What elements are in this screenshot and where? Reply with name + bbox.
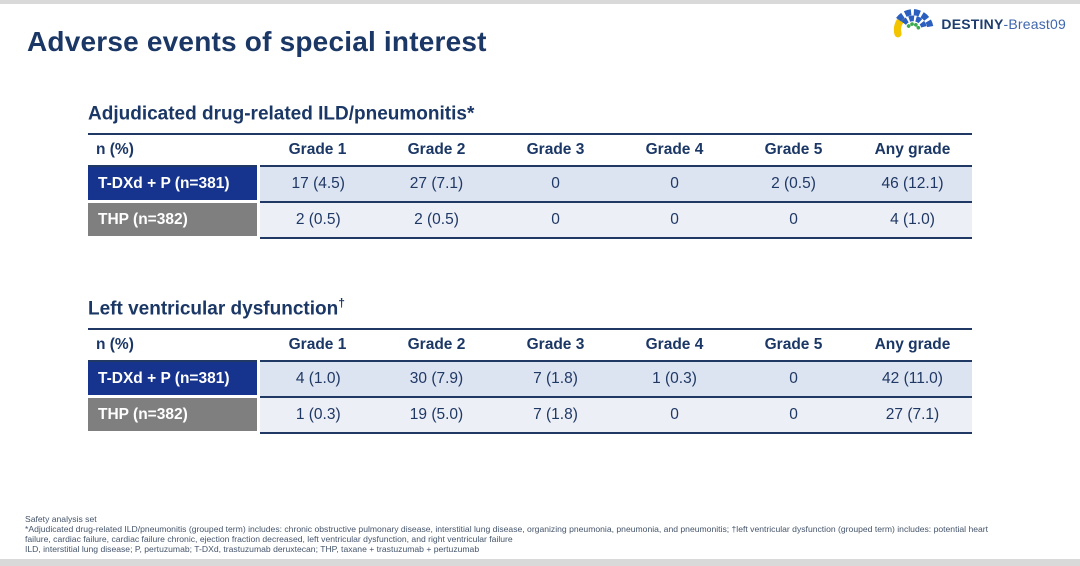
column-header-any-grade: Any grade <box>853 328 972 363</box>
table-row-thp: THP (n=382) 1 (0.3) 19 (5.0) 7 (1.8) 0 0… <box>88 396 972 435</box>
lvd-table: n (%) Grade 1 Grade 2 Grade 3 Grade 4 Gr… <box>88 328 972 435</box>
column-header-grade1: Grade 1 <box>258 328 377 363</box>
table-cell: 0 <box>496 201 615 239</box>
ild-header-row: n (%) Grade 1 Grade 2 Grade 3 Grade 4 Gr… <box>88 133 972 168</box>
table-cell: 7 (1.8) <box>496 361 615 398</box>
table-cell: 0 <box>615 166 734 203</box>
table-cell: 7 (1.8) <box>496 396 615 434</box>
column-header-n-pct: n (%) <box>88 133 258 168</box>
table-cell: 0 <box>734 201 853 239</box>
footnotes: Safety analysis set *Adjudicated drug-re… <box>25 514 988 554</box>
ild-table: n (%) Grade 1 Grade 2 Grade 3 Grade 4 Gr… <box>88 133 972 240</box>
table-cell: 4 (1.0) <box>258 361 377 398</box>
row-label-thp: THP (n=382) <box>88 396 260 435</box>
destiny-logo-text: DESTINY-Breast09 <box>941 16 1066 32</box>
table-cell: 17 (4.5) <box>258 166 377 203</box>
table-row-thp: THP (n=382) 2 (0.5) 2 (0.5) 0 0 0 4 (1.0… <box>88 201 972 240</box>
table-cell: 2 (0.5) <box>377 201 496 239</box>
table-cell: 46 (12.1) <box>853 166 972 203</box>
destiny-fan-logo-icon <box>894 9 934 38</box>
footnote-line: ILD, interstitial lung disease; P, pertu… <box>25 544 480 554</box>
slide-top-edge <box>0 0 1080 4</box>
slide-title: Adverse events of special interest <box>27 26 487 57</box>
ild-heading-text: Adjudicated drug-related ILD/pneumonitis… <box>88 103 475 125</box>
slide-bottom-edge <box>0 559 1080 566</box>
table-cell: 4 (1.0) <box>853 201 972 239</box>
ild-table-heading: Adjudicated drug-related ILD/pneumonitis… <box>88 101 972 125</box>
table-cell: 0 <box>615 396 734 434</box>
table-cell: 42 (11.0) <box>853 361 972 398</box>
table-cell: 0 <box>615 201 734 239</box>
column-header-grade2: Grade 2 <box>377 133 496 168</box>
footnote-line: *Adjudicated drug-related ILD/pneumoniti… <box>25 524 989 534</box>
table-cell: 27 (7.1) <box>853 396 972 434</box>
column-header-n-pct: n (%) <box>88 328 258 363</box>
column-header-grade5: Grade 5 <box>734 133 853 168</box>
lvd-header-row: n (%) Grade 1 Grade 2 Grade 3 Grade 4 Gr… <box>88 328 972 363</box>
table-cell: 0 <box>496 166 615 203</box>
table-cell: 27 (7.1) <box>377 166 496 203</box>
table-cell: 2 (0.5) <box>258 201 377 239</box>
table-cell: 19 (5.0) <box>377 396 496 434</box>
lvd-table-heading: Left ventricular dysfunction† <box>88 296 972 320</box>
column-header-any-grade: Any grade <box>853 133 972 168</box>
footnote-line: Safety analysis set <box>25 514 97 524</box>
table-row-tdxd: T-DXd + P (n=381) 17 (4.5) 27 (7.1) 0 0 … <box>88 166 972 204</box>
logo-text-destiny: DESTINY <box>941 15 1004 32</box>
column-header-grade1: Grade 1 <box>258 133 377 168</box>
row-label-tdxd: T-DXd + P (n=381) <box>88 166 260 204</box>
column-header-grade5: Grade 5 <box>734 328 853 363</box>
table-cell: 2 (0.5) <box>734 166 853 203</box>
row-label-thp: THP (n=382) <box>88 201 260 240</box>
table-cell: 1 (0.3) <box>615 361 734 398</box>
lvd-heading-sup: † <box>338 296 345 310</box>
lvd-heading-text: Left ventricular dysfunction <box>88 298 339 320</box>
column-header-grade4: Grade 4 <box>615 133 734 168</box>
table-cell: 30 (7.9) <box>377 361 496 398</box>
table-cell: 0 <box>734 361 853 398</box>
destiny-breast09-logo: DESTINY-Breast09 <box>892 8 1066 39</box>
column-header-grade2: Grade 2 <box>377 328 496 363</box>
table-cell: 1 (0.3) <box>258 396 377 434</box>
column-header-grade4: Grade 4 <box>615 328 734 363</box>
row-label-tdxd: T-DXd + P (n=381) <box>88 361 260 399</box>
table-row-tdxd: T-DXd + P (n=381) 4 (1.0) 30 (7.9) 7 (1.… <box>88 361 972 399</box>
table-cell: 0 <box>734 396 853 434</box>
ild-pneumonitis-section: Adjudicated drug-related ILD/pneumonitis… <box>88 101 972 240</box>
footnote-line: failure, cardiac failure, cardiac failur… <box>25 534 513 544</box>
column-header-grade3: Grade 3 <box>496 328 615 363</box>
logo-text-breast09: -Breast09 <box>1003 15 1066 32</box>
column-header-grade3: Grade 3 <box>496 133 615 168</box>
lv-dysfunction-section: Left ventricular dysfunction† n (%) Grad… <box>88 296 972 435</box>
